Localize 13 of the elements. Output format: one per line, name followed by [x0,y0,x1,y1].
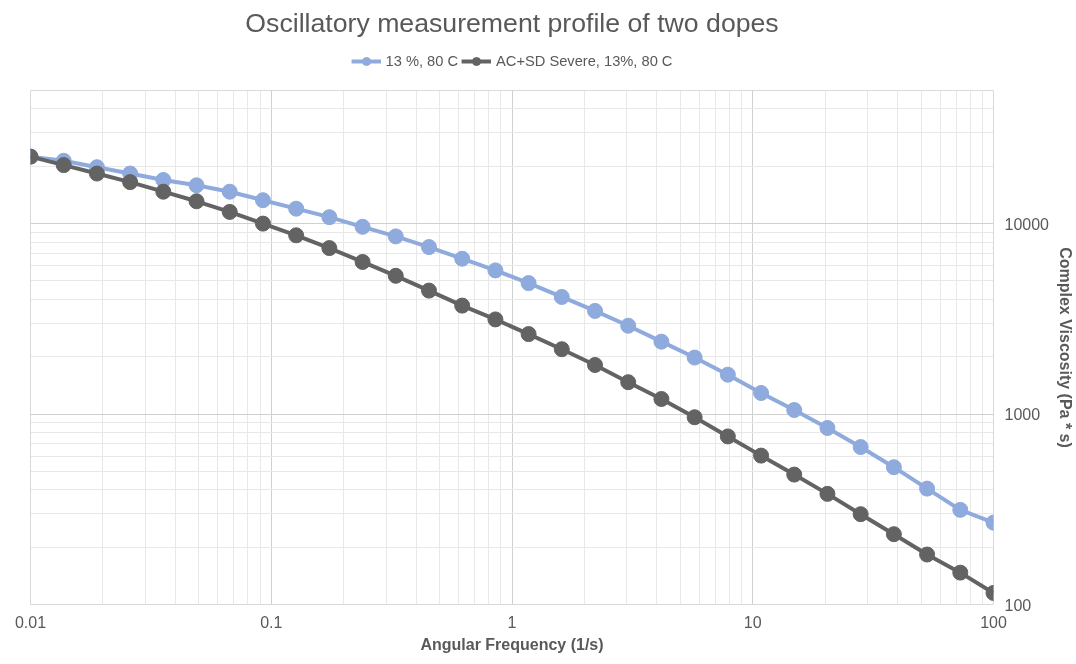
y-tick-label: 1000 [1004,406,1041,424]
y-axis-title: Complex Viscosity (Pa * s) [1056,247,1074,448]
x-tick-label: 0.1 [260,613,283,631]
x-tick-label: 1 [507,613,517,631]
legend-label: AC+SD Severe, 13%, 80 C [496,53,673,69]
y-tick-label: 100 [1004,596,1032,614]
x-tick-label: 0.01 [14,613,47,631]
x-tick-label: 10 [743,613,762,631]
y-tick-label: 10000 [1004,215,1050,233]
x-axis-title: Angular Frequency (1/s) [420,635,604,653]
legend-label: 13 %, 80 C [385,53,459,69]
x-tick-label: 100 [980,613,1007,631]
chart-title: Oscillatory measurement profile of two dopes [245,7,779,38]
